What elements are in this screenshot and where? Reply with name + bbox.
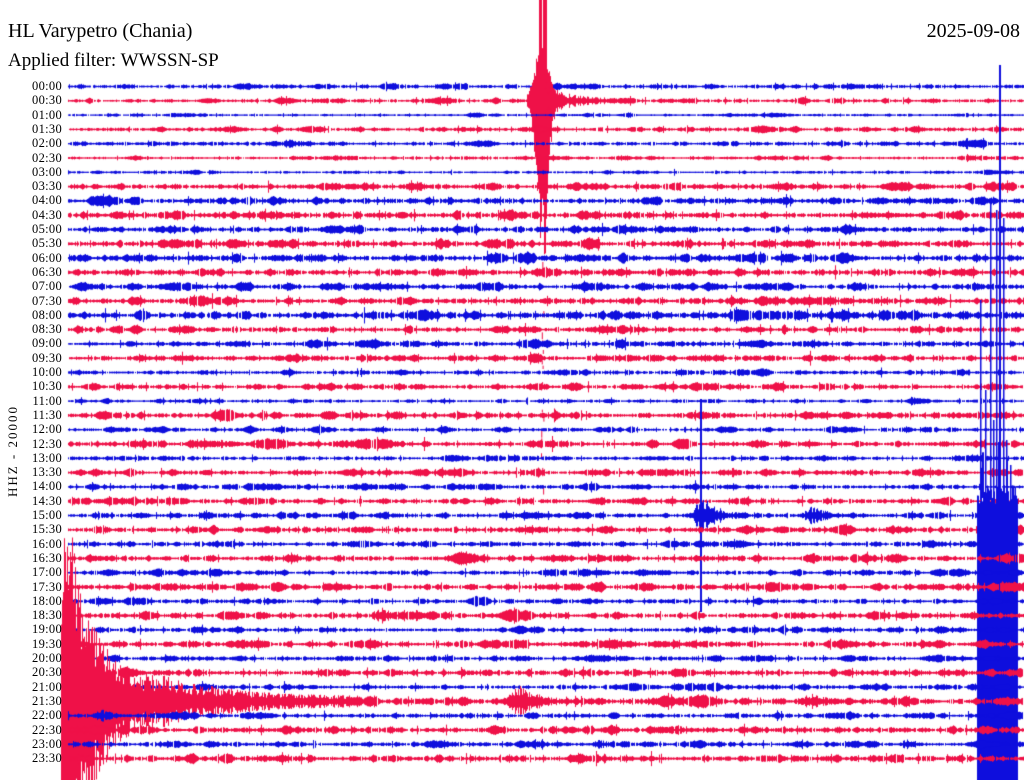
time-label: 23:30	[32, 751, 62, 766]
time-label: 15:30	[32, 522, 62, 537]
time-label: 12:00	[32, 422, 62, 437]
station-title: HL Varypetro (Chania)	[8, 20, 193, 42]
time-label: 20:30	[32, 665, 62, 680]
time-label: 22:30	[32, 722, 62, 737]
time-label: 04:30	[32, 207, 62, 222]
time-label: 21:30	[32, 693, 62, 708]
time-label: 09:00	[32, 336, 62, 351]
time-label: 11:00	[32, 393, 62, 408]
time-label: 05:30	[32, 236, 62, 251]
time-label: 07:00	[32, 279, 62, 294]
time-label: 01:30	[32, 121, 62, 136]
time-label: 03:30	[32, 179, 62, 194]
time-label: 07:30	[32, 293, 62, 308]
time-label: 11:30	[32, 407, 62, 422]
time-label: 21:00	[32, 679, 62, 694]
record-date: 2025-09-08	[926, 20, 1020, 42]
time-label: 19:30	[32, 636, 62, 651]
time-label: 06:30	[32, 264, 62, 279]
filter-label: Applied filter: WWSSN-SP	[8, 50, 219, 71]
time-label: 14:30	[32, 493, 62, 508]
time-label: 08:00	[32, 307, 62, 322]
time-label: 14:00	[32, 479, 62, 494]
time-label: 13:30	[32, 465, 62, 480]
time-label: 16:00	[32, 536, 62, 551]
time-label: 16:30	[32, 550, 62, 565]
time-label: 12:30	[32, 436, 62, 451]
time-label: 05:00	[32, 222, 62, 236]
time-label: 06:00	[32, 250, 62, 265]
time-label: 09:30	[32, 350, 62, 365]
time-label: 15:00	[32, 508, 62, 522]
time-label: 19:00	[32, 622, 62, 637]
time-label: 04:00	[32, 193, 62, 208]
time-label: 02:00	[32, 136, 62, 151]
time-label: 18:00	[32, 593, 62, 608]
time-label: 10:00	[32, 365, 62, 379]
time-label: 17:30	[32, 579, 62, 594]
time-label: 10:30	[32, 379, 62, 394]
time-label: 08:30	[32, 322, 62, 337]
time-label: 02:30	[32, 150, 62, 165]
time-label: 00:30	[32, 93, 62, 108]
time-label: 00:00	[32, 79, 62, 93]
time-label: 20:00	[32, 651, 62, 665]
time-label: 23:00	[32, 736, 62, 751]
time-label: 17:00	[32, 565, 62, 580]
time-label: 03:00	[32, 164, 62, 179]
time-label: 01:00	[32, 107, 62, 122]
time-label: 22:00	[32, 708, 62, 723]
time-label: 13:00	[32, 450, 62, 465]
time-label: 18:30	[32, 608, 62, 623]
